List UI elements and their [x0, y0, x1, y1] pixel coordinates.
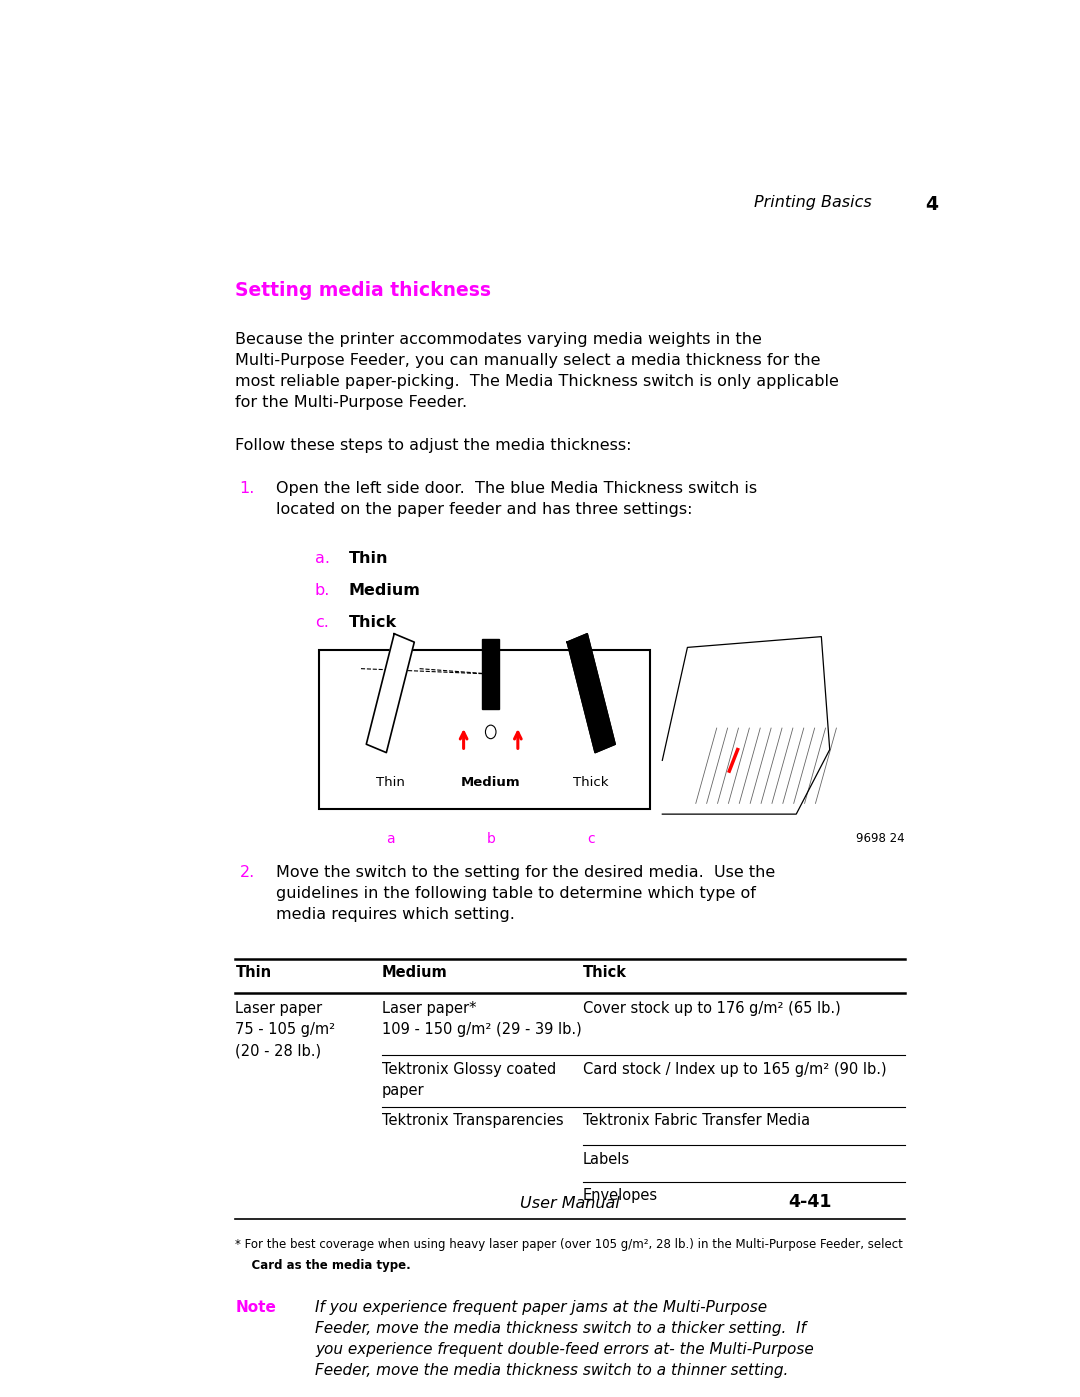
Text: 4: 4	[926, 194, 939, 214]
Text: Thin: Thin	[349, 550, 388, 566]
Text: Tektronix Transparencies: Tektronix Transparencies	[382, 1113, 564, 1129]
Text: Card stock / Index up to 165 g/m² (90 lb.): Card stock / Index up to 165 g/m² (90 lb…	[583, 1062, 887, 1077]
Text: * For the best coverage when using heavy laser paper (over 105 g/m², 28 lb.) in : * For the best coverage when using heavy…	[235, 1238, 903, 1250]
Text: Open the left side door.  The blue Media Thickness switch is
located on the pape: Open the left side door. The blue Media …	[275, 481, 757, 517]
Text: Note: Note	[235, 1301, 276, 1316]
Text: a.: a.	[315, 550, 330, 566]
Text: Follow these steps to adjust the media thickness:: Follow these steps to adjust the media t…	[235, 437, 632, 453]
Text: 4-41: 4-41	[788, 1193, 832, 1211]
Text: Thick: Thick	[349, 615, 396, 630]
Text: If you experience frequent paper jams at the Multi-Purpose
Feeder, move the medi: If you experience frequent paper jams at…	[315, 1301, 813, 1379]
Text: Thin: Thin	[376, 777, 405, 789]
Text: Because the printer accommodates varying media weights in the
Multi-Purpose Feed: Because the printer accommodates varying…	[235, 332, 839, 411]
Text: Thick: Thick	[573, 777, 609, 789]
Polygon shape	[483, 638, 499, 708]
Text: Cover stock up to 176 g/m² (65 lb.): Cover stock up to 176 g/m² (65 lb.)	[583, 1002, 840, 1016]
Text: 2.: 2.	[240, 865, 255, 880]
Text: Thick: Thick	[583, 965, 626, 979]
Text: Envelopes: Envelopes	[583, 1189, 658, 1203]
Text: b.: b.	[315, 583, 330, 598]
Text: c.: c.	[315, 615, 328, 630]
Text: Setting media thickness: Setting media thickness	[235, 281, 491, 299]
FancyBboxPatch shape	[320, 650, 650, 809]
Text: Thin: Thin	[235, 965, 271, 979]
Text: Medium: Medium	[382, 965, 448, 979]
Text: Tektronix Fabric Transfer Media: Tektronix Fabric Transfer Media	[583, 1113, 810, 1129]
Polygon shape	[366, 634, 415, 753]
Text: Medium: Medium	[461, 777, 521, 789]
Text: Move the switch to the setting for the desired media.  Use the
guidelines in the: Move the switch to the setting for the d…	[275, 865, 774, 922]
Text: 9698 24: 9698 24	[856, 833, 905, 845]
Text: c: c	[588, 833, 595, 847]
Text: Tektronix Glossy coated
paper: Tektronix Glossy coated paper	[382, 1062, 556, 1098]
Text: Medium: Medium	[349, 583, 420, 598]
Text: User Manual: User Manual	[521, 1196, 620, 1211]
Text: Labels: Labels	[583, 1153, 630, 1166]
Text: b: b	[486, 833, 495, 847]
Polygon shape	[567, 634, 616, 753]
Text: Card as the media type.: Card as the media type.	[235, 1260, 411, 1273]
Text: Laser paper*
109 - 150 g/m² (29 - 39 lb.): Laser paper* 109 - 150 g/m² (29 - 39 lb.…	[382, 1002, 582, 1038]
Text: a: a	[386, 833, 394, 847]
Text: Laser paper
75 - 105 g/m²
(20 - 28 lb.): Laser paper 75 - 105 g/m² (20 - 28 lb.)	[235, 1002, 336, 1059]
Text: 1.: 1.	[240, 481, 255, 496]
Circle shape	[485, 725, 496, 739]
Text: Printing Basics: Printing Basics	[754, 194, 872, 210]
